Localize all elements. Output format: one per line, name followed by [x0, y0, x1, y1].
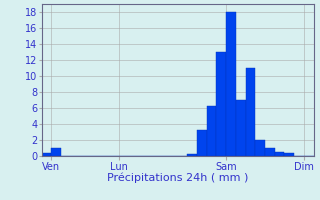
Bar: [275, 152, 284, 156]
Bar: [42, 153, 51, 156]
Bar: [51, 148, 61, 156]
Bar: [246, 68, 255, 156]
Bar: [187, 154, 197, 156]
Bar: [255, 140, 265, 156]
Bar: [236, 100, 246, 156]
Bar: [265, 148, 275, 156]
Bar: [216, 52, 226, 156]
Bar: [207, 106, 216, 156]
Bar: [197, 130, 207, 156]
Bar: [284, 153, 294, 156]
X-axis label: Précipitations 24h ( mm ): Précipitations 24h ( mm ): [107, 173, 248, 183]
Bar: [226, 12, 236, 156]
